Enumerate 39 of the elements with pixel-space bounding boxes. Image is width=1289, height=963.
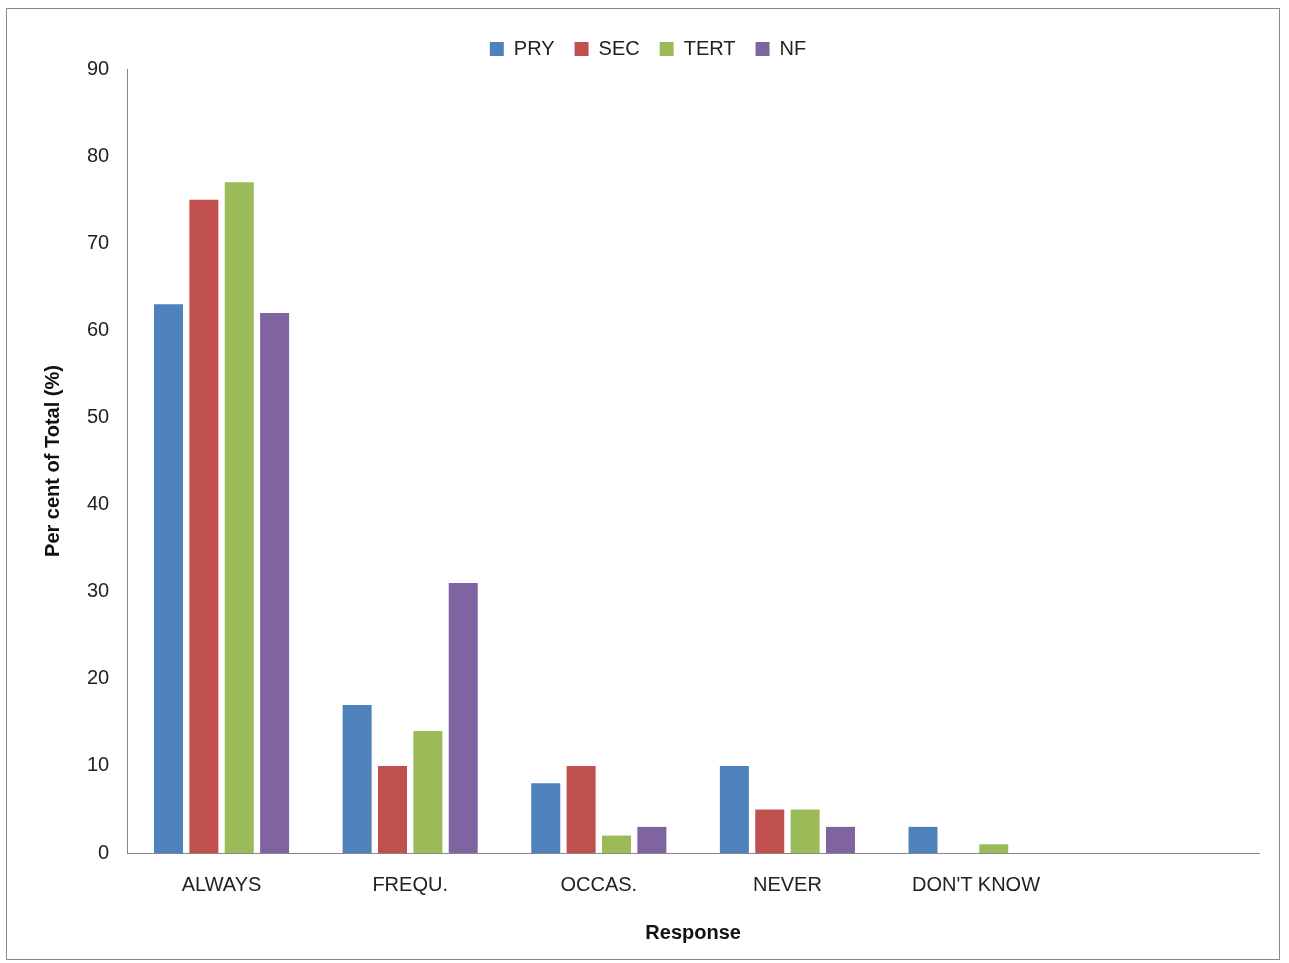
y-tick-label: 0 — [98, 840, 110, 863]
y-tick-label: 30 — [87, 579, 110, 602]
bar — [566, 765, 596, 853]
bar — [979, 844, 1009, 853]
y-tick-label: 80 — [87, 143, 110, 166]
x-axis-title: Response — [645, 920, 741, 943]
x-tick-label: DON'T KNOW — [912, 872, 1041, 895]
bar — [601, 835, 631, 853]
legend-label: PRY — [513, 36, 555, 59]
y-tick-label: 10 — [87, 753, 110, 776]
y-tick-label: 40 — [87, 492, 110, 515]
legend-label: NF — [779, 36, 807, 59]
bar — [224, 182, 254, 853]
bar — [531, 783, 561, 853]
x-tick-label: NEVER — [752, 872, 822, 895]
y-tick-label: 90 — [87, 56, 110, 79]
bar — [413, 731, 443, 853]
legend-label: SEC — [598, 36, 640, 59]
bar — [825, 826, 855, 853]
bar — [755, 809, 785, 853]
bar — [342, 704, 372, 853]
y-tick-label: 20 — [87, 666, 110, 689]
y-tick-label: 50 — [87, 404, 110, 427]
y-tick-label: 70 — [87, 230, 110, 253]
y-axis-title: Per cent of Total (%) — [40, 365, 63, 557]
bar — [719, 765, 749, 853]
bar — [637, 826, 667, 853]
bar — [908, 826, 938, 853]
x-tick-label: ALWAYS — [181, 872, 262, 895]
bar — [189, 199, 219, 853]
bar — [260, 312, 290, 853]
bar — [154, 304, 184, 853]
bar — [448, 582, 478, 853]
bar — [378, 765, 407, 853]
x-tick-label: FREQU. — [372, 872, 448, 895]
bar — [790, 809, 820, 853]
x-tick-label: OCCAS. — [560, 872, 638, 895]
legend-label: TERT — [683, 36, 736, 59]
y-tick-label: 60 — [87, 317, 110, 340]
